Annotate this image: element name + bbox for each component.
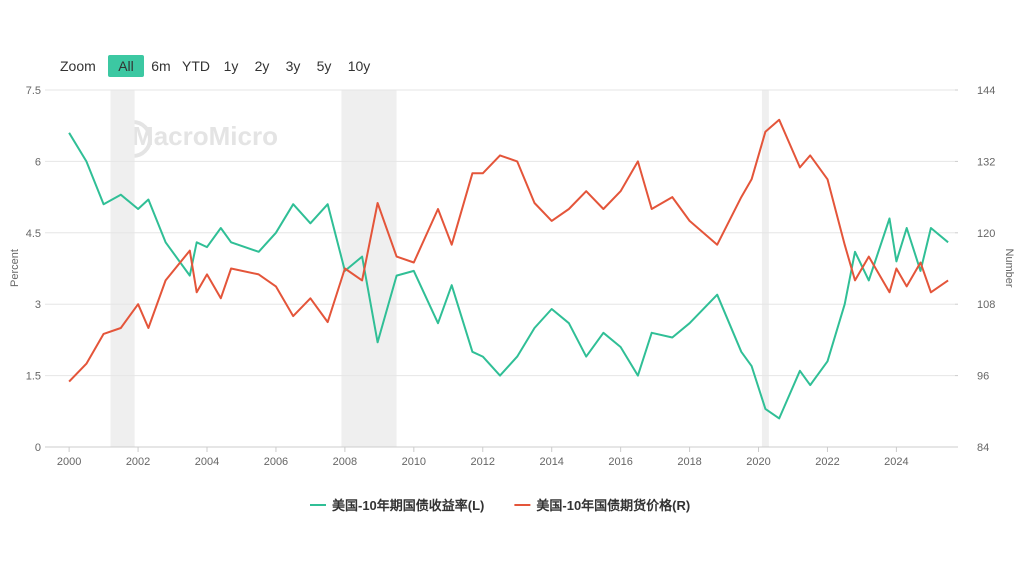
y-tick-label: 0 xyxy=(35,442,41,454)
legend-label[interactable]: 美国-10年国债期货价格(R) xyxy=(536,498,690,513)
y2-tick-label: 108 xyxy=(977,299,995,311)
x-tick-label: 2012 xyxy=(471,456,495,468)
y-tick-label: 3 xyxy=(35,299,41,311)
y-axis-title: Percent xyxy=(9,249,21,287)
y-tick-label: 4.5 xyxy=(26,228,41,240)
recession-band xyxy=(110,90,135,447)
range-button[interactable]: All xyxy=(118,58,134,74)
x-tick-label: 2024 xyxy=(884,456,908,468)
y2-axis-title: Number xyxy=(1003,248,1015,287)
range-button[interactable]: 2y xyxy=(255,58,270,74)
series-line xyxy=(68,132,949,420)
x-tick-label: 2004 xyxy=(195,456,219,468)
y2-tick-label: 120 xyxy=(977,228,995,240)
x-tick-label: 2022 xyxy=(815,456,839,468)
x-tick-label: 2000 xyxy=(57,456,81,468)
x-tick-label: 2002 xyxy=(126,456,150,468)
recession-band xyxy=(341,90,397,447)
y2-tick-label: 96 xyxy=(977,371,989,383)
y-tick-label: 7.5 xyxy=(26,85,41,97)
range-button[interactable]: 10y xyxy=(348,58,371,74)
x-tick-label: 2020 xyxy=(746,456,770,468)
range-button-bg[interactable] xyxy=(108,55,144,77)
series-line xyxy=(68,118,949,383)
range-button[interactable]: 1y xyxy=(224,58,239,74)
watermark: MacroMicro xyxy=(132,121,278,151)
y-tick-label: 1.5 xyxy=(26,371,41,383)
y2-tick-label: 84 xyxy=(977,442,989,454)
recession-band xyxy=(761,90,769,447)
y2-tick-label: 144 xyxy=(977,85,995,97)
range-button[interactable]: 6m xyxy=(151,58,170,74)
zoom-label: Zoom xyxy=(60,58,96,74)
range-button[interactable]: 3y xyxy=(286,58,301,74)
y-tick-label: 6 xyxy=(35,156,41,168)
legend-label[interactable]: 美国-10年期国债收益率(L) xyxy=(332,498,484,513)
x-tick-label: 2008 xyxy=(333,456,357,468)
range-button[interactable]: YTD xyxy=(182,58,210,74)
x-tick-label: 2014 xyxy=(539,456,563,468)
x-tick-label: 2016 xyxy=(608,456,632,468)
x-tick-label: 2006 xyxy=(264,456,288,468)
x-tick-label: 2018 xyxy=(677,456,701,468)
x-tick-label: 2010 xyxy=(402,456,426,468)
y2-tick-label: 132 xyxy=(977,156,995,168)
range-button[interactable]: 5y xyxy=(317,58,332,74)
